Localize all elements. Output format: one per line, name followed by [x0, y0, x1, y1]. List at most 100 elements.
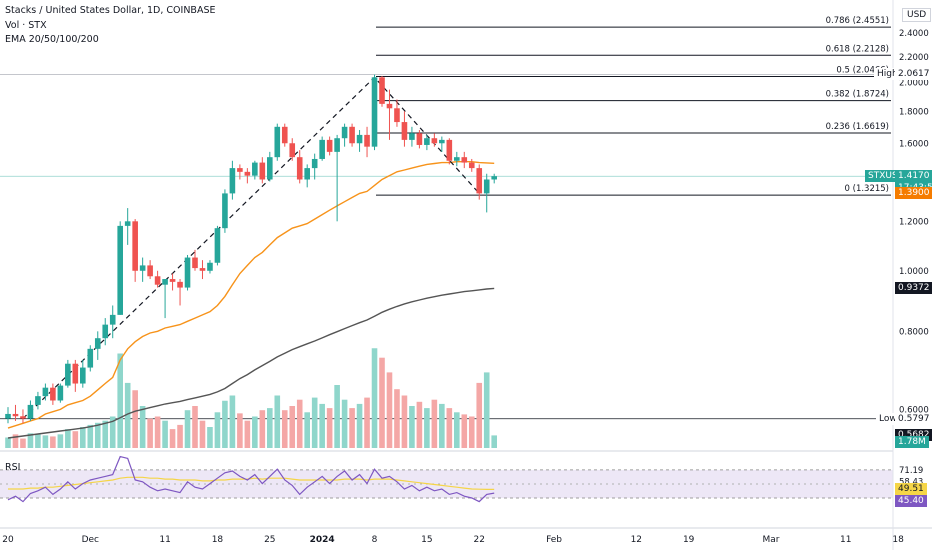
volume-bar — [20, 438, 26, 448]
candle-body — [416, 133, 423, 145]
fibonacci-layer: 0.786 (2.4551) 0.618 (2.2128) 0.5 (2.0466)… — [0, 16, 893, 420]
volume-bar — [394, 389, 400, 448]
volume-bar — [124, 382, 131, 448]
candle-body — [454, 157, 460, 161]
candle-body — [461, 157, 468, 163]
candle-body — [319, 139, 325, 159]
candle-body — [207, 262, 213, 271]
rsi-ma-tag: 49.51 — [895, 483, 927, 496]
ema-slow-tag: 0.9372 — [895, 282, 932, 295]
candles-layer[interactable] — [5, 74, 497, 424]
candle-body — [311, 158, 318, 169]
candle-body — [371, 77, 378, 147]
candle-body — [244, 171, 251, 176]
candle-body — [87, 348, 94, 368]
candle-body — [364, 134, 370, 147]
high-value-tag: 2.0617 — [895, 68, 932, 81]
candle-body — [334, 138, 340, 152]
volume-bar — [50, 436, 56, 448]
candle-body — [468, 162, 475, 169]
candle-body — [237, 168, 243, 172]
time-tick-label: 25 — [264, 535, 275, 545]
candle-body — [5, 413, 11, 419]
volume-bar — [229, 395, 236, 448]
candle-body — [304, 168, 310, 180]
candle-body — [162, 279, 168, 285]
volume-bar — [326, 408, 333, 448]
candle-body — [184, 257, 191, 288]
volume-bar — [12, 434, 19, 448]
fib-label-0: 0.786 (2.4551) — [826, 16, 889, 26]
volume-bar — [319, 403, 325, 448]
volume-bar — [454, 412, 460, 448]
candle-body — [20, 416, 26, 419]
volume-bar — [147, 418, 153, 448]
volume-bar — [341, 399, 348, 448]
volume-bar — [311, 397, 318, 448]
candle-body — [289, 143, 296, 158]
candle-body — [177, 281, 183, 288]
low-label: Low — [876, 412, 900, 425]
volume-bar — [80, 427, 86, 448]
volume-bar — [139, 406, 146, 448]
volume-bar — [102, 420, 109, 448]
candle-body — [401, 122, 408, 140]
volume-bar — [304, 412, 310, 448]
time-tick-label: 15 — [421, 535, 432, 545]
volume-bar — [214, 412, 221, 448]
volume-bar — [252, 416, 258, 448]
volume-bar — [109, 416, 116, 448]
time-tick-label: 18 — [212, 535, 224, 545]
candle-body — [349, 126, 355, 144]
fib-label-2: 0.5 (2.0466) — [836, 65, 889, 75]
volume-bar — [289, 406, 296, 448]
candle-body — [132, 221, 138, 271]
candle-body — [341, 126, 348, 139]
time-axis: 20 Dec 11 18 25 2024 8 15 22 Feb 12 19 Mar 11 18 — [2, 535, 904, 545]
currency-button[interactable]: USD — [902, 8, 932, 22]
volume-bar — [259, 410, 266, 448]
volume-bar — [117, 353, 123, 448]
volume-bar — [132, 390, 138, 448]
volume-bar — [5, 437, 11, 448]
volume-bar — [222, 400, 228, 448]
high-label: High — [874, 68, 901, 81]
candle-body — [259, 162, 266, 180]
time-tick-label: 19 — [683, 535, 695, 545]
ema-fast-line — [7, 161, 495, 429]
candle-body — [439, 139, 445, 144]
volume-bar — [207, 427, 213, 448]
last-price-tag: 1.4170 — [895, 170, 932, 183]
candle-body — [94, 338, 101, 349]
price-tick-label: 1.6000 — [899, 139, 929, 149]
rsi-ma-line — [8, 476, 495, 490]
rsi-legend: RSI — [5, 462, 21, 473]
candle-body — [446, 139, 453, 161]
candle-body — [35, 396, 41, 405]
price-tick-label: 2.4000 — [899, 29, 929, 39]
ema-legend: EMA 20/50/100/200 — [5, 34, 99, 45]
time-tick-label: 8 — [372, 535, 378, 545]
volume-tag: 1.78M — [895, 436, 929, 448]
volume-bar — [364, 397, 370, 448]
fib-label-3: 0.382 (1.8724) — [826, 90, 889, 100]
volume-bar — [27, 433, 34, 448]
candle-body — [42, 387, 49, 397]
volume-bar — [424, 408, 430, 448]
time-tick-label: 22 — [474, 535, 485, 545]
candle-body — [274, 126, 281, 158]
candle-body — [102, 324, 109, 339]
volume-bar — [491, 435, 497, 448]
ema-fast-tag: 1.3900 — [895, 187, 932, 200]
volume-bar — [244, 420, 251, 448]
volume-bar — [237, 413, 243, 448]
candle-body — [483, 179, 490, 194]
volume-bar — [379, 357, 385, 448]
candle-body — [192, 257, 198, 269]
chart-title: Stacks / United States Dollar, 1D, COINB… — [5, 5, 216, 16]
ema-slow-line — [7, 287, 495, 439]
volume-legend: Vol · STX — [5, 20, 47, 31]
candle-body — [214, 228, 221, 263]
